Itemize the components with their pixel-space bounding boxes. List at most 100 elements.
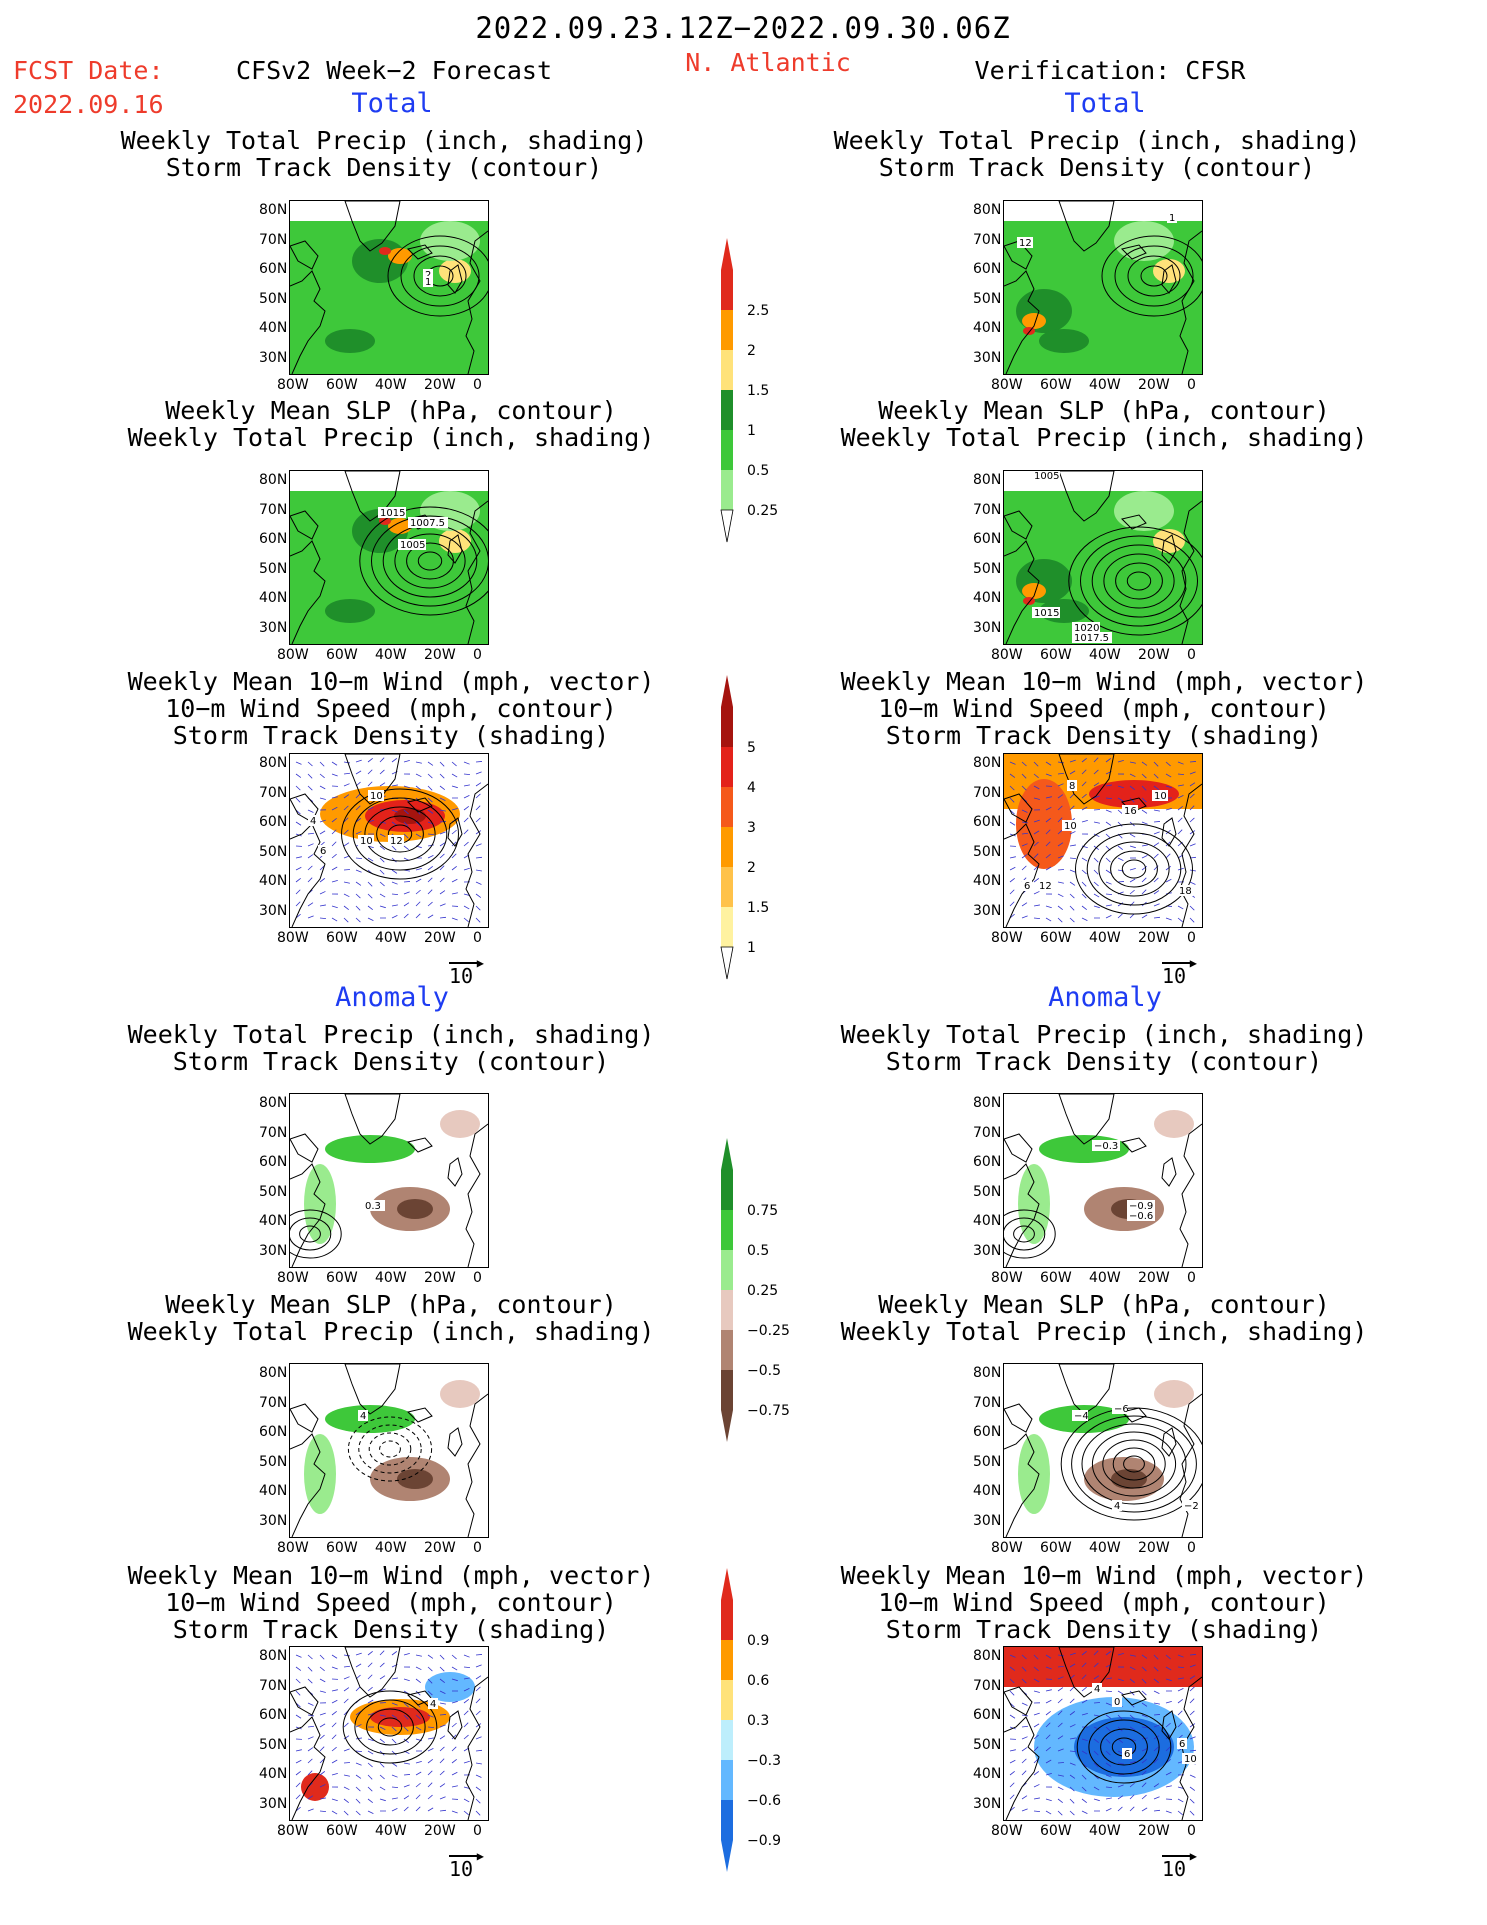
wind-vector (439, 773, 445, 779)
wind-vector (1129, 1794, 1135, 1800)
panel-title-p3-fcst: Weekly Mean 10−m Wind (mph, vector) 10−m … (127, 667, 655, 750)
wind-vector (355, 1737, 362, 1740)
wind-vector (1189, 761, 1197, 763)
coastline-europe-africa (465, 783, 488, 927)
colorbar-label: 0.75 (747, 1203, 779, 1219)
wind-vector (1165, 917, 1172, 921)
coastline-iceland (407, 1137, 433, 1153)
wind-vector (439, 1770, 445, 1776)
wind-vector (1021, 1725, 1029, 1728)
contour-label-bg (318, 845, 328, 856)
section-anomaly-right: Anomaly (1048, 982, 1162, 1013)
lon-tick-label: 0 (473, 647, 482, 663)
wind-vector (379, 1774, 385, 1780)
wind-vector (307, 1702, 314, 1706)
lon-tick-label: 20W (1138, 377, 1170, 393)
wind-vector (427, 844, 434, 847)
colorbar-segment (721, 1370, 733, 1410)
wind-vector (1189, 1723, 1196, 1728)
wind-vector (307, 865, 313, 871)
wind-vector (403, 760, 410, 763)
colorbar-label: 2 (747, 860, 756, 876)
wind-vector (1129, 889, 1135, 895)
precip-shading (439, 259, 471, 283)
wind-speed-contour (1098, 841, 1170, 897)
wind-vector (295, 1666, 302, 1671)
slp-contour (1091, 544, 1187, 618)
wind-vector (427, 1690, 433, 1696)
wind-vector (1117, 1795, 1124, 1800)
wind-vector (367, 1810, 374, 1814)
coastline-iceland (407, 1407, 433, 1423)
wind-vector (379, 782, 386, 787)
contour-label-bg (423, 269, 433, 280)
wind-vector (343, 1687, 350, 1692)
wind-vector (1153, 761, 1159, 767)
wind-vector (331, 806, 338, 811)
wind-vector (331, 1734, 337, 1740)
wind-vector (1153, 809, 1160, 812)
wind-vector (427, 1666, 433, 1672)
wind-vector (295, 821, 302, 826)
wind-vector (463, 1666, 471, 1668)
wind-vector (379, 769, 385, 775)
wind-vector (295, 1759, 302, 1764)
wind-vector (295, 901, 301, 907)
wind-vector (1045, 853, 1051, 859)
lat-tick-label: 30N (259, 902, 288, 919)
contour-label: 4 (430, 1699, 436, 1710)
contour-label-bg (1182, 1753, 1198, 1764)
coastline-greenland (344, 471, 401, 522)
wind-vector (427, 1714, 434, 1718)
wind-vector (1093, 1798, 1100, 1802)
wind-vector (367, 857, 374, 862)
wind-vector (1021, 1736, 1028, 1740)
wind-vector (1021, 1747, 1028, 1752)
wind-vector (1033, 1810, 1041, 1813)
wind-vector (475, 905, 481, 911)
wind-vector (1033, 841, 1039, 847)
wind-vector (355, 770, 362, 775)
wind-vector (415, 785, 421, 791)
wind-vector (307, 1725, 315, 1728)
wind-vector (1165, 878, 1172, 883)
lon-tick-label: 0 (1187, 377, 1196, 393)
wind-vector (439, 797, 446, 801)
contour-label: 4 (360, 1411, 366, 1422)
lat-tick-label: 40N (973, 1766, 1002, 1782)
contour-label-bg (1127, 1200, 1155, 1211)
wind-vector (355, 1724, 362, 1728)
precip-shading (1016, 289, 1072, 333)
wind-vector (1081, 1662, 1087, 1668)
wind-vector (1081, 1786, 1087, 1792)
wind-vector (367, 1662, 373, 1668)
map-canvas: 10 10 12 6 4 (290, 754, 488, 927)
wind-vector (379, 1726, 386, 1731)
wind-vector (1105, 833, 1111, 839)
wind-vector (427, 855, 434, 859)
lon-tick-label: 60W (1040, 930, 1072, 946)
vector-reference-p6-fcst: ▶ 10 (449, 1849, 484, 1881)
wind-vector (1117, 1653, 1124, 1656)
wind-vector (1057, 829, 1063, 835)
wind-vector (1105, 809, 1112, 813)
wind-vector (367, 1738, 374, 1742)
wind-vector (1069, 1652, 1076, 1656)
wind-vector (1009, 761, 1016, 765)
wind-vector (1045, 1666, 1052, 1670)
wind-vector (1153, 890, 1160, 895)
storm-track-anom-contour (290, 1209, 342, 1259)
wind-vector (1081, 806, 1088, 811)
map-panel-p2-cfsr: 1005 1015 1020 1017.5 (1003, 470, 1203, 645)
lon-tick-label: 20W (424, 1270, 456, 1286)
wind-vector (1033, 785, 1040, 790)
wind-vector (1093, 881, 1099, 887)
wind-vector (1153, 1746, 1159, 1752)
wind-vector (307, 832, 315, 835)
wind-vector (1081, 1713, 1088, 1716)
wind-vector (391, 1762, 398, 1767)
lon-tick-label: 20W (424, 647, 456, 663)
wind-vector (1141, 855, 1148, 859)
wind-vector (1009, 889, 1015, 895)
